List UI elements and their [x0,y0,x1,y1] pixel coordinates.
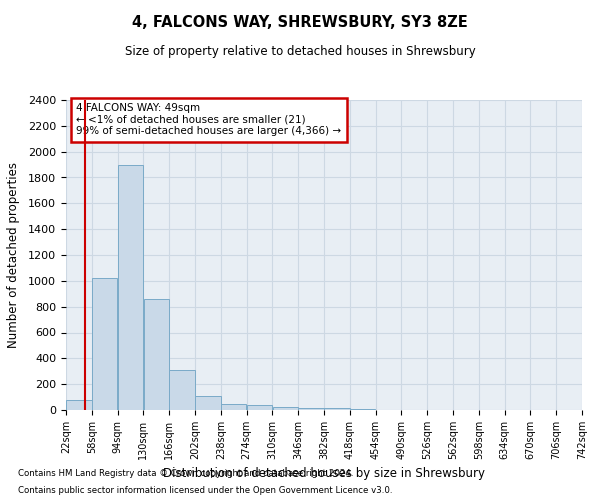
Bar [66,400,92,410]
X-axis label: Distribution of detached houses by size in Shrewsbury: Distribution of detached houses by size … [163,468,485,480]
Bar [92,278,118,410]
Y-axis label: Number of detached properties: Number of detached properties [7,162,20,348]
Bar [169,370,195,410]
Bar [143,299,169,410]
Bar [324,408,350,410]
Bar [118,164,143,410]
Text: Contains HM Land Registry data © Crown copyright and database right 2024.: Contains HM Land Registry data © Crown c… [18,468,353,477]
Bar [247,406,272,410]
Bar [221,404,247,410]
Text: Size of property relative to detached houses in Shrewsbury: Size of property relative to detached ho… [125,45,475,58]
Text: 4 FALCONS WAY: 49sqm
← <1% of detached houses are smaller (21)
99% of semi-detac: 4 FALCONS WAY: 49sqm ← <1% of detached h… [76,103,341,136]
Text: 4, FALCONS WAY, SHREWSBURY, SY3 8ZE: 4, FALCONS WAY, SHREWSBURY, SY3 8ZE [132,15,468,30]
Bar [272,408,298,410]
Bar [298,408,324,410]
Bar [195,396,221,410]
Text: Contains public sector information licensed under the Open Government Licence v3: Contains public sector information licen… [18,486,392,495]
